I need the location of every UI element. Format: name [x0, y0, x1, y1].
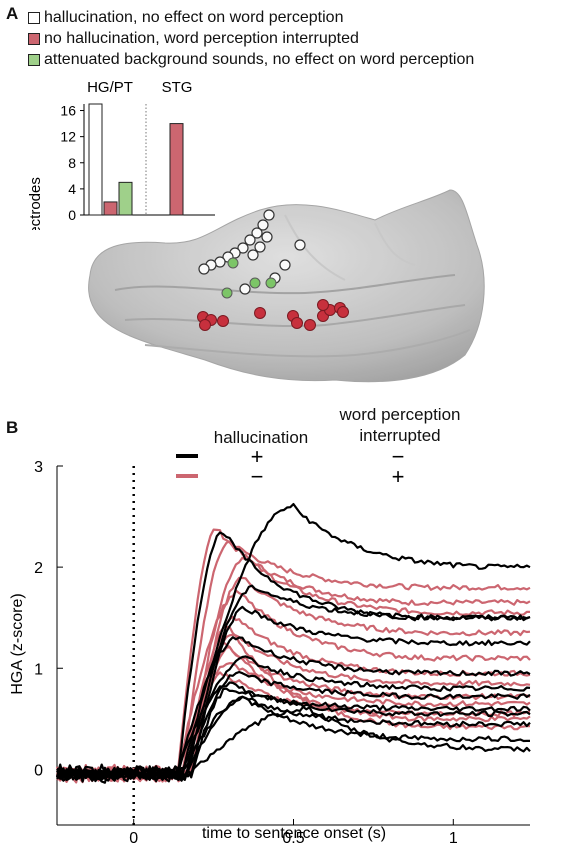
bar: [118, 181, 133, 216]
hga-trace-black: [56, 705, 531, 783]
bar-y-tick-label: 4: [68, 181, 76, 197]
electrode-white: [239, 283, 251, 295]
electrode-white: [198, 263, 210, 275]
brain-sulcus: [284, 214, 416, 281]
electrode-white: [251, 227, 263, 239]
line-x-tick-label: 0.5: [282, 830, 304, 847]
bar-y-tick-label: 16: [60, 103, 76, 119]
electrode-white: [244, 234, 256, 246]
legend-label: hallucination, no effect on word percept…: [44, 8, 344, 26]
electrode-green: [249, 277, 261, 289]
electrode-bar-chart: HG/PT STG # electrodes 0 4 8 12 16: [27, 79, 215, 230]
panel-a-label: A: [6, 4, 19, 23]
electrode-green: [221, 287, 233, 299]
line-y-tick-label: 0: [34, 762, 43, 779]
bar-series: [88, 103, 184, 216]
electrode-red: [291, 317, 303, 329]
hga-trace-red: [56, 540, 531, 783]
key-black-interrupted: −: [392, 446, 405, 469]
legend-item-attenuated: attenuated background sounds, no effect …: [28, 50, 474, 69]
electrode-white: [237, 242, 249, 254]
electrode-red: [217, 315, 229, 327]
electrode-red: [337, 306, 349, 318]
line-x-tick-label: 0: [129, 830, 138, 847]
legend-item-no-hallucination: no hallucination, word perception interr…: [28, 29, 359, 48]
line-y-axis-label: HGA (z-score): [9, 593, 26, 694]
brain-sulcus: [114, 274, 456, 295]
line-y-tick-label: 1: [34, 661, 43, 678]
line-chart-axes: 0 1 2 3 0 0.5 1: [34, 459, 530, 847]
electrode-red: [199, 319, 211, 331]
bar-y-tick-label: 0: [68, 207, 76, 223]
bar-y-tick-label: 8: [68, 155, 76, 171]
key-header-hallucination: hallucination: [213, 428, 309, 447]
condition-key: + − − +: [176, 446, 405, 486]
electrode-green: [265, 277, 277, 289]
key-header-word-perception: word perception: [339, 405, 461, 424]
electrode-red: [304, 319, 316, 331]
bar-y-tick-label: 12: [60, 129, 76, 145]
line-x-tick-label: 1: [449, 830, 458, 847]
hga-trace-black: [56, 670, 531, 781]
legend-swatch-red: [28, 32, 40, 45]
line-y-tick-label: 2: [34, 560, 43, 577]
hga-trace-black: [56, 695, 530, 782]
electrode-red: [317, 299, 329, 311]
bar-y-axis-label: # electrodes: [27, 177, 44, 230]
legend-swatch-green: [28, 53, 40, 66]
line-x-axis-label: time to sentence onset (s): [202, 825, 386, 842]
line-y-tick-label: 3: [34, 459, 43, 476]
electrode-green: [227, 257, 239, 269]
hga-line-chart: 0 1 2 3 0 0.5 1 HGA (z-score) time to sentence…: [9, 459, 531, 847]
electrode-white: [254, 241, 266, 253]
key-black-hallucination: +: [251, 446, 264, 469]
key-header-interrupted: interrupted: [359, 426, 441, 445]
legend-label: attenuated background sounds, no effect …: [44, 50, 475, 68]
electrode-red: [254, 307, 266, 319]
bar: [169, 123, 184, 216]
bar-y-ticks: 0 4 8 12 16: [60, 103, 84, 223]
line-chart-series: [55, 503, 531, 784]
bar: [88, 103, 103, 216]
legend-label: no hallucination, word perception interr…: [44, 29, 359, 47]
electrode-white: [247, 249, 259, 261]
electrode-white: [263, 209, 275, 221]
electrode-white: [257, 219, 269, 231]
electrode-white: [294, 239, 306, 251]
electrode-white: [279, 259, 291, 271]
bar-group-label-hgpt: HG/PT: [87, 79, 133, 96]
panel-b-label: B: [6, 418, 19, 437]
key-red-hallucination: −: [251, 464, 264, 486]
brain-cortex-shape: [88, 189, 485, 383]
legend-swatch-white: [28, 11, 40, 24]
key-red-interrupted: +: [392, 464, 405, 486]
brain-sulcus: [144, 329, 471, 358]
legend-item-hallucination: hallucination, no effect on word percept…: [28, 8, 343, 27]
bar-group-label-stg: STG: [162, 79, 193, 96]
electrode-white: [261, 231, 273, 243]
brain-sulcus: [124, 304, 466, 328]
electrode-markers: [197, 209, 349, 331]
bar: [103, 201, 118, 216]
brain-surface-rendering: [88, 189, 485, 383]
